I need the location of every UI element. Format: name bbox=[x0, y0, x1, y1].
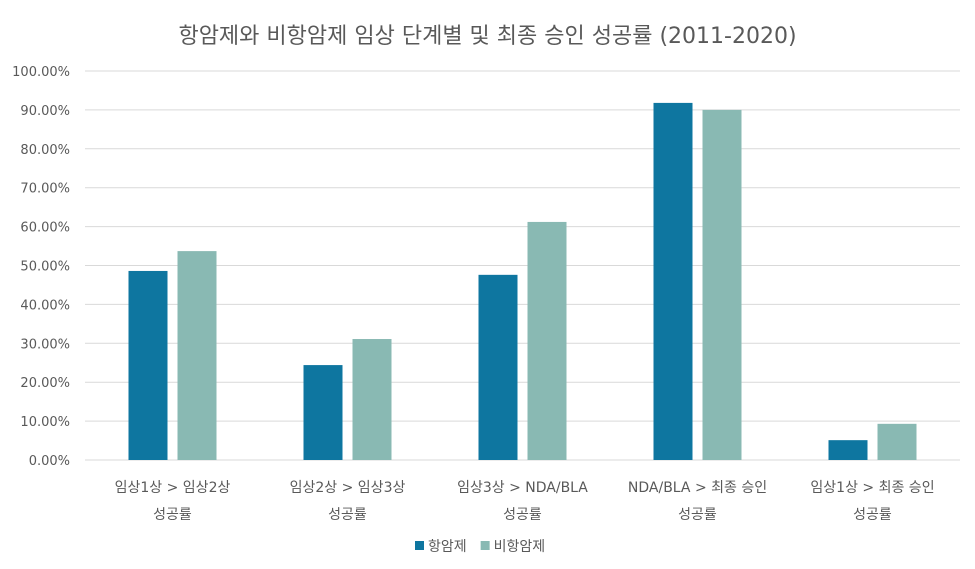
x-tick-label: 성공률 bbox=[678, 507, 717, 523]
y-tick-label: 40.00% bbox=[20, 298, 70, 313]
bar-항암제-0 bbox=[128, 270, 168, 460]
bar-비항암제-0 bbox=[177, 251, 217, 460]
y-tick-label: 70.00% bbox=[20, 182, 70, 197]
chart-title: 항암제와 비항암제 임상 단계별 및 최종 승인 성공률 (2011-2020) bbox=[178, 24, 797, 49]
bar-항암제-1 bbox=[303, 365, 343, 460]
x-tick-label: 성공률 bbox=[853, 507, 892, 523]
x-tick-label: 임상3상 > NDA/BLA bbox=[457, 480, 588, 496]
x-tick-label: 임상2상 > 임상3상 bbox=[290, 480, 406, 496]
y-tick-label: 80.00% bbox=[20, 143, 70, 158]
x-tick-label: 성공률 bbox=[503, 507, 542, 523]
y-tick-label: 60.00% bbox=[20, 221, 70, 236]
y-tick-label: 10.00% bbox=[20, 415, 70, 430]
y-tick-label: 50.00% bbox=[20, 260, 70, 275]
y-tick-label: 20.00% bbox=[20, 376, 70, 391]
bar-항암제-2 bbox=[478, 274, 518, 460]
bar-비항암제-1 bbox=[352, 339, 392, 460]
x-tick-label: 임상1상 > 임상2상 bbox=[115, 480, 231, 496]
y-tick-label: 0.00% bbox=[29, 454, 70, 469]
x-tick-label: NDA/BLA > 최종 승인 bbox=[628, 480, 767, 496]
legend-label: 항암제 bbox=[428, 539, 467, 555]
legend-swatch bbox=[415, 541, 424, 550]
x-tick-label: 성공률 bbox=[328, 507, 367, 523]
x-tick-label: 임상1상 > 최종 승인 bbox=[810, 480, 934, 496]
bar-항암제-3 bbox=[653, 102, 693, 460]
y-tick-label: 30.00% bbox=[20, 337, 70, 352]
legend-swatch bbox=[480, 541, 490, 550]
y-tick-label: 100.00% bbox=[12, 65, 70, 80]
bar-비항암제-3 bbox=[702, 109, 742, 461]
bar-비항암제-4 bbox=[877, 423, 917, 460]
bar-항암제-4 bbox=[828, 440, 868, 460]
bar-비항암제-2 bbox=[527, 221, 567, 460]
x-tick-label: 성공률 bbox=[153, 507, 192, 523]
legend-label: 비항암제 bbox=[494, 539, 546, 555]
y-tick-label: 90.00% bbox=[20, 104, 70, 119]
